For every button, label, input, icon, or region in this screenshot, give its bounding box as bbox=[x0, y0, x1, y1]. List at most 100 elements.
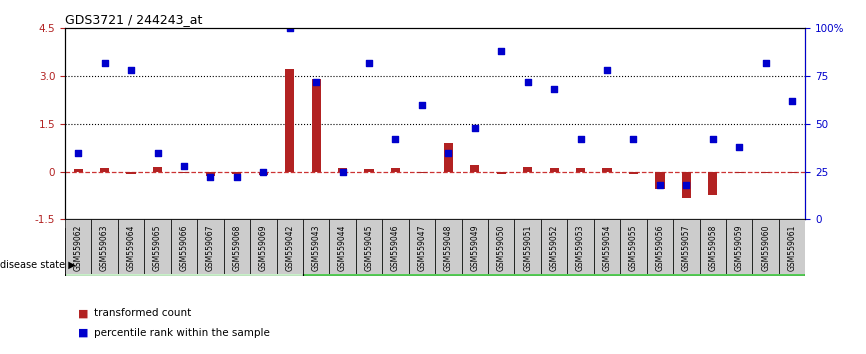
Bar bbox=[594, 219, 620, 274]
Bar bbox=[603, 168, 611, 172]
Bar bbox=[514, 219, 541, 274]
Bar bbox=[276, 219, 303, 274]
Text: GSM559049: GSM559049 bbox=[470, 225, 479, 272]
Text: percentile rank within the sample: percentile rank within the sample bbox=[94, 328, 269, 338]
Text: GSM559066: GSM559066 bbox=[179, 225, 189, 272]
Bar bbox=[391, 168, 400, 172]
Bar bbox=[303, 219, 329, 274]
Bar bbox=[232, 172, 242, 174]
Point bbox=[283, 25, 297, 31]
Bar bbox=[338, 168, 347, 172]
Point bbox=[256, 169, 270, 175]
Bar bbox=[259, 172, 268, 175]
Point bbox=[229, 175, 243, 180]
Bar bbox=[118, 219, 145, 274]
Text: GSM559048: GSM559048 bbox=[444, 225, 453, 272]
Bar bbox=[153, 167, 162, 172]
Point bbox=[520, 79, 534, 85]
Point bbox=[680, 182, 694, 188]
Point bbox=[336, 169, 350, 175]
Bar bbox=[65, 228, 303, 276]
Point bbox=[600, 68, 614, 73]
Bar bbox=[65, 219, 92, 274]
Point bbox=[362, 60, 376, 65]
Bar bbox=[620, 219, 647, 274]
Bar bbox=[303, 228, 805, 276]
Bar bbox=[312, 79, 320, 172]
Text: transformed count: transformed count bbox=[94, 308, 191, 318]
Point bbox=[71, 150, 85, 155]
Point bbox=[573, 136, 587, 142]
Text: GSM559051: GSM559051 bbox=[523, 225, 533, 272]
Bar bbox=[145, 219, 171, 274]
Point bbox=[415, 102, 429, 108]
Bar bbox=[197, 219, 223, 274]
Bar bbox=[470, 165, 480, 172]
Text: GDS3721 / 244243_at: GDS3721 / 244243_at bbox=[65, 13, 203, 26]
Bar bbox=[223, 219, 250, 274]
Point bbox=[309, 79, 323, 85]
Text: GSM559043: GSM559043 bbox=[312, 225, 320, 272]
Point bbox=[151, 150, 165, 155]
Bar bbox=[647, 219, 673, 274]
Text: GSM559063: GSM559063 bbox=[100, 225, 109, 272]
Text: GSM559065: GSM559065 bbox=[153, 225, 162, 272]
Bar bbox=[708, 172, 717, 195]
Point bbox=[124, 68, 138, 73]
Bar bbox=[365, 169, 374, 172]
Text: disease state ▶: disease state ▶ bbox=[0, 260, 75, 270]
Text: GSM559045: GSM559045 bbox=[365, 225, 373, 272]
Text: GSM559044: GSM559044 bbox=[338, 225, 347, 272]
Point bbox=[204, 175, 217, 180]
Bar bbox=[541, 219, 567, 274]
Bar bbox=[656, 172, 664, 189]
Text: ■: ■ bbox=[78, 328, 88, 338]
Point bbox=[653, 182, 667, 188]
Text: GSM559046: GSM559046 bbox=[391, 225, 400, 272]
Bar bbox=[382, 219, 409, 274]
Text: GSM559050: GSM559050 bbox=[497, 225, 506, 272]
Point bbox=[547, 87, 561, 92]
Bar bbox=[206, 172, 215, 176]
Point bbox=[785, 98, 799, 104]
Bar bbox=[787, 172, 797, 173]
Point bbox=[389, 136, 403, 142]
Bar bbox=[171, 219, 197, 274]
Bar bbox=[753, 219, 779, 274]
Point bbox=[177, 163, 191, 169]
Bar bbox=[126, 172, 136, 174]
Bar bbox=[567, 219, 594, 274]
Bar bbox=[329, 219, 356, 274]
Bar bbox=[726, 219, 753, 274]
Text: GSM559052: GSM559052 bbox=[550, 225, 559, 272]
Bar bbox=[356, 219, 382, 274]
Bar bbox=[779, 219, 805, 274]
Bar bbox=[462, 219, 488, 274]
Point bbox=[468, 125, 481, 131]
Bar bbox=[700, 219, 726, 274]
Point bbox=[706, 136, 720, 142]
Text: GSM559047: GSM559047 bbox=[417, 225, 426, 272]
Point bbox=[98, 60, 112, 65]
Text: GSM559068: GSM559068 bbox=[232, 225, 242, 272]
Bar bbox=[629, 172, 638, 174]
Bar bbox=[488, 219, 514, 274]
Bar bbox=[92, 219, 118, 274]
Text: GSM559061: GSM559061 bbox=[788, 225, 797, 272]
Text: GSM559055: GSM559055 bbox=[629, 225, 638, 272]
Text: GSM559042: GSM559042 bbox=[285, 225, 294, 272]
Text: pPR: pPR bbox=[542, 246, 566, 259]
Bar bbox=[673, 219, 700, 274]
Text: GSM559053: GSM559053 bbox=[576, 225, 585, 272]
Point bbox=[442, 150, 456, 155]
Text: pCR: pCR bbox=[171, 246, 197, 259]
Bar bbox=[179, 172, 189, 173]
Bar bbox=[435, 219, 462, 274]
Point bbox=[733, 144, 746, 150]
Text: GSM559058: GSM559058 bbox=[708, 225, 717, 272]
Bar bbox=[523, 167, 533, 172]
Bar bbox=[682, 172, 691, 198]
Text: GSM559059: GSM559059 bbox=[734, 225, 744, 272]
Text: GSM559067: GSM559067 bbox=[206, 225, 215, 272]
Bar bbox=[417, 172, 427, 173]
